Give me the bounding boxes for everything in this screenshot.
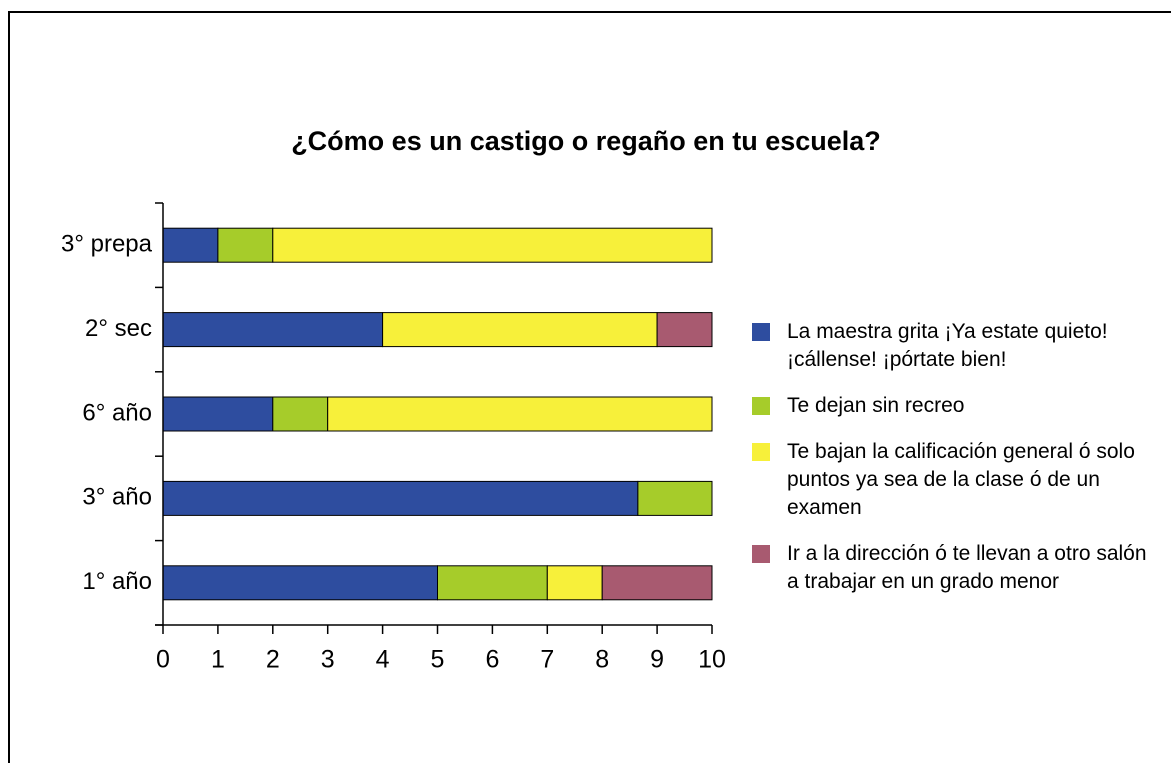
legend-swatch	[752, 397, 770, 415]
legend-swatch	[752, 443, 770, 461]
bar-segment	[162, 565, 438, 601]
bar-segment	[437, 565, 548, 601]
legend-swatch	[752, 545, 770, 563]
frame	[8, 11, 1171, 763]
bar-segment	[637, 480, 713, 516]
chart-title: ¿Cómo es un castigo o regaño en tu escue…	[291, 126, 881, 156]
legend-label: Te bajan la calificación general ó solo …	[787, 440, 1135, 519]
bar-segment	[656, 312, 713, 348]
bar-segment	[272, 227, 713, 263]
x-tick-label: 2	[266, 646, 280, 674]
legend-label: Ir a la dirección ó te llevan a otro sal…	[787, 542, 1147, 593]
legend-item: La maestra grita ¡Ya estate quieto! ¡cál…	[752, 318, 1152, 374]
y-tick-label: 1° año	[82, 568, 152, 595]
x-tick-label: 6	[485, 646, 499, 674]
legend-label: La maestra grita ¡Ya estate quieto! ¡cál…	[787, 320, 1108, 371]
x-tick-label: 3	[321, 646, 335, 674]
x-tick-label: 4	[376, 646, 390, 674]
legend-item: Ir a la dirección ó te llevan a otro sal…	[752, 540, 1152, 596]
bar-segment	[162, 480, 639, 516]
legend-label: Te dejan sin recreo	[787, 394, 965, 417]
legend-swatch	[752, 323, 770, 341]
y-tick-label: 2° sec	[85, 315, 152, 342]
x-tick-label: 7	[540, 646, 554, 674]
legend-item: Te dejan sin recreo	[752, 392, 1152, 420]
bar-segment	[382, 312, 658, 348]
y-tick-label: 6° año	[82, 399, 152, 426]
bar-segment	[217, 227, 274, 263]
legend-item: Te bajan la calificación general ó solo …	[752, 438, 1152, 522]
bar-segment	[327, 396, 713, 432]
x-tick-label: 1	[211, 646, 225, 674]
bar-segment	[272, 396, 329, 432]
bar-segment	[162, 227, 219, 263]
bar-segment	[162, 312, 384, 348]
bar-segment	[162, 396, 274, 432]
bar-segment	[601, 565, 713, 601]
x-tick-label: 5	[431, 646, 445, 674]
x-tick-label: 0	[156, 646, 170, 674]
y-tick-label: 3° año	[82, 484, 152, 511]
legend: La maestra grita ¡Ya estate quieto! ¡cál…	[752, 318, 1152, 614]
y-tick-label: 3° prepa	[61, 231, 153, 258]
x-tick-label: 8	[595, 646, 609, 674]
bar-segment	[546, 565, 603, 601]
x-tick-label: 10	[698, 646, 726, 674]
x-tick-label: 9	[650, 646, 664, 674]
